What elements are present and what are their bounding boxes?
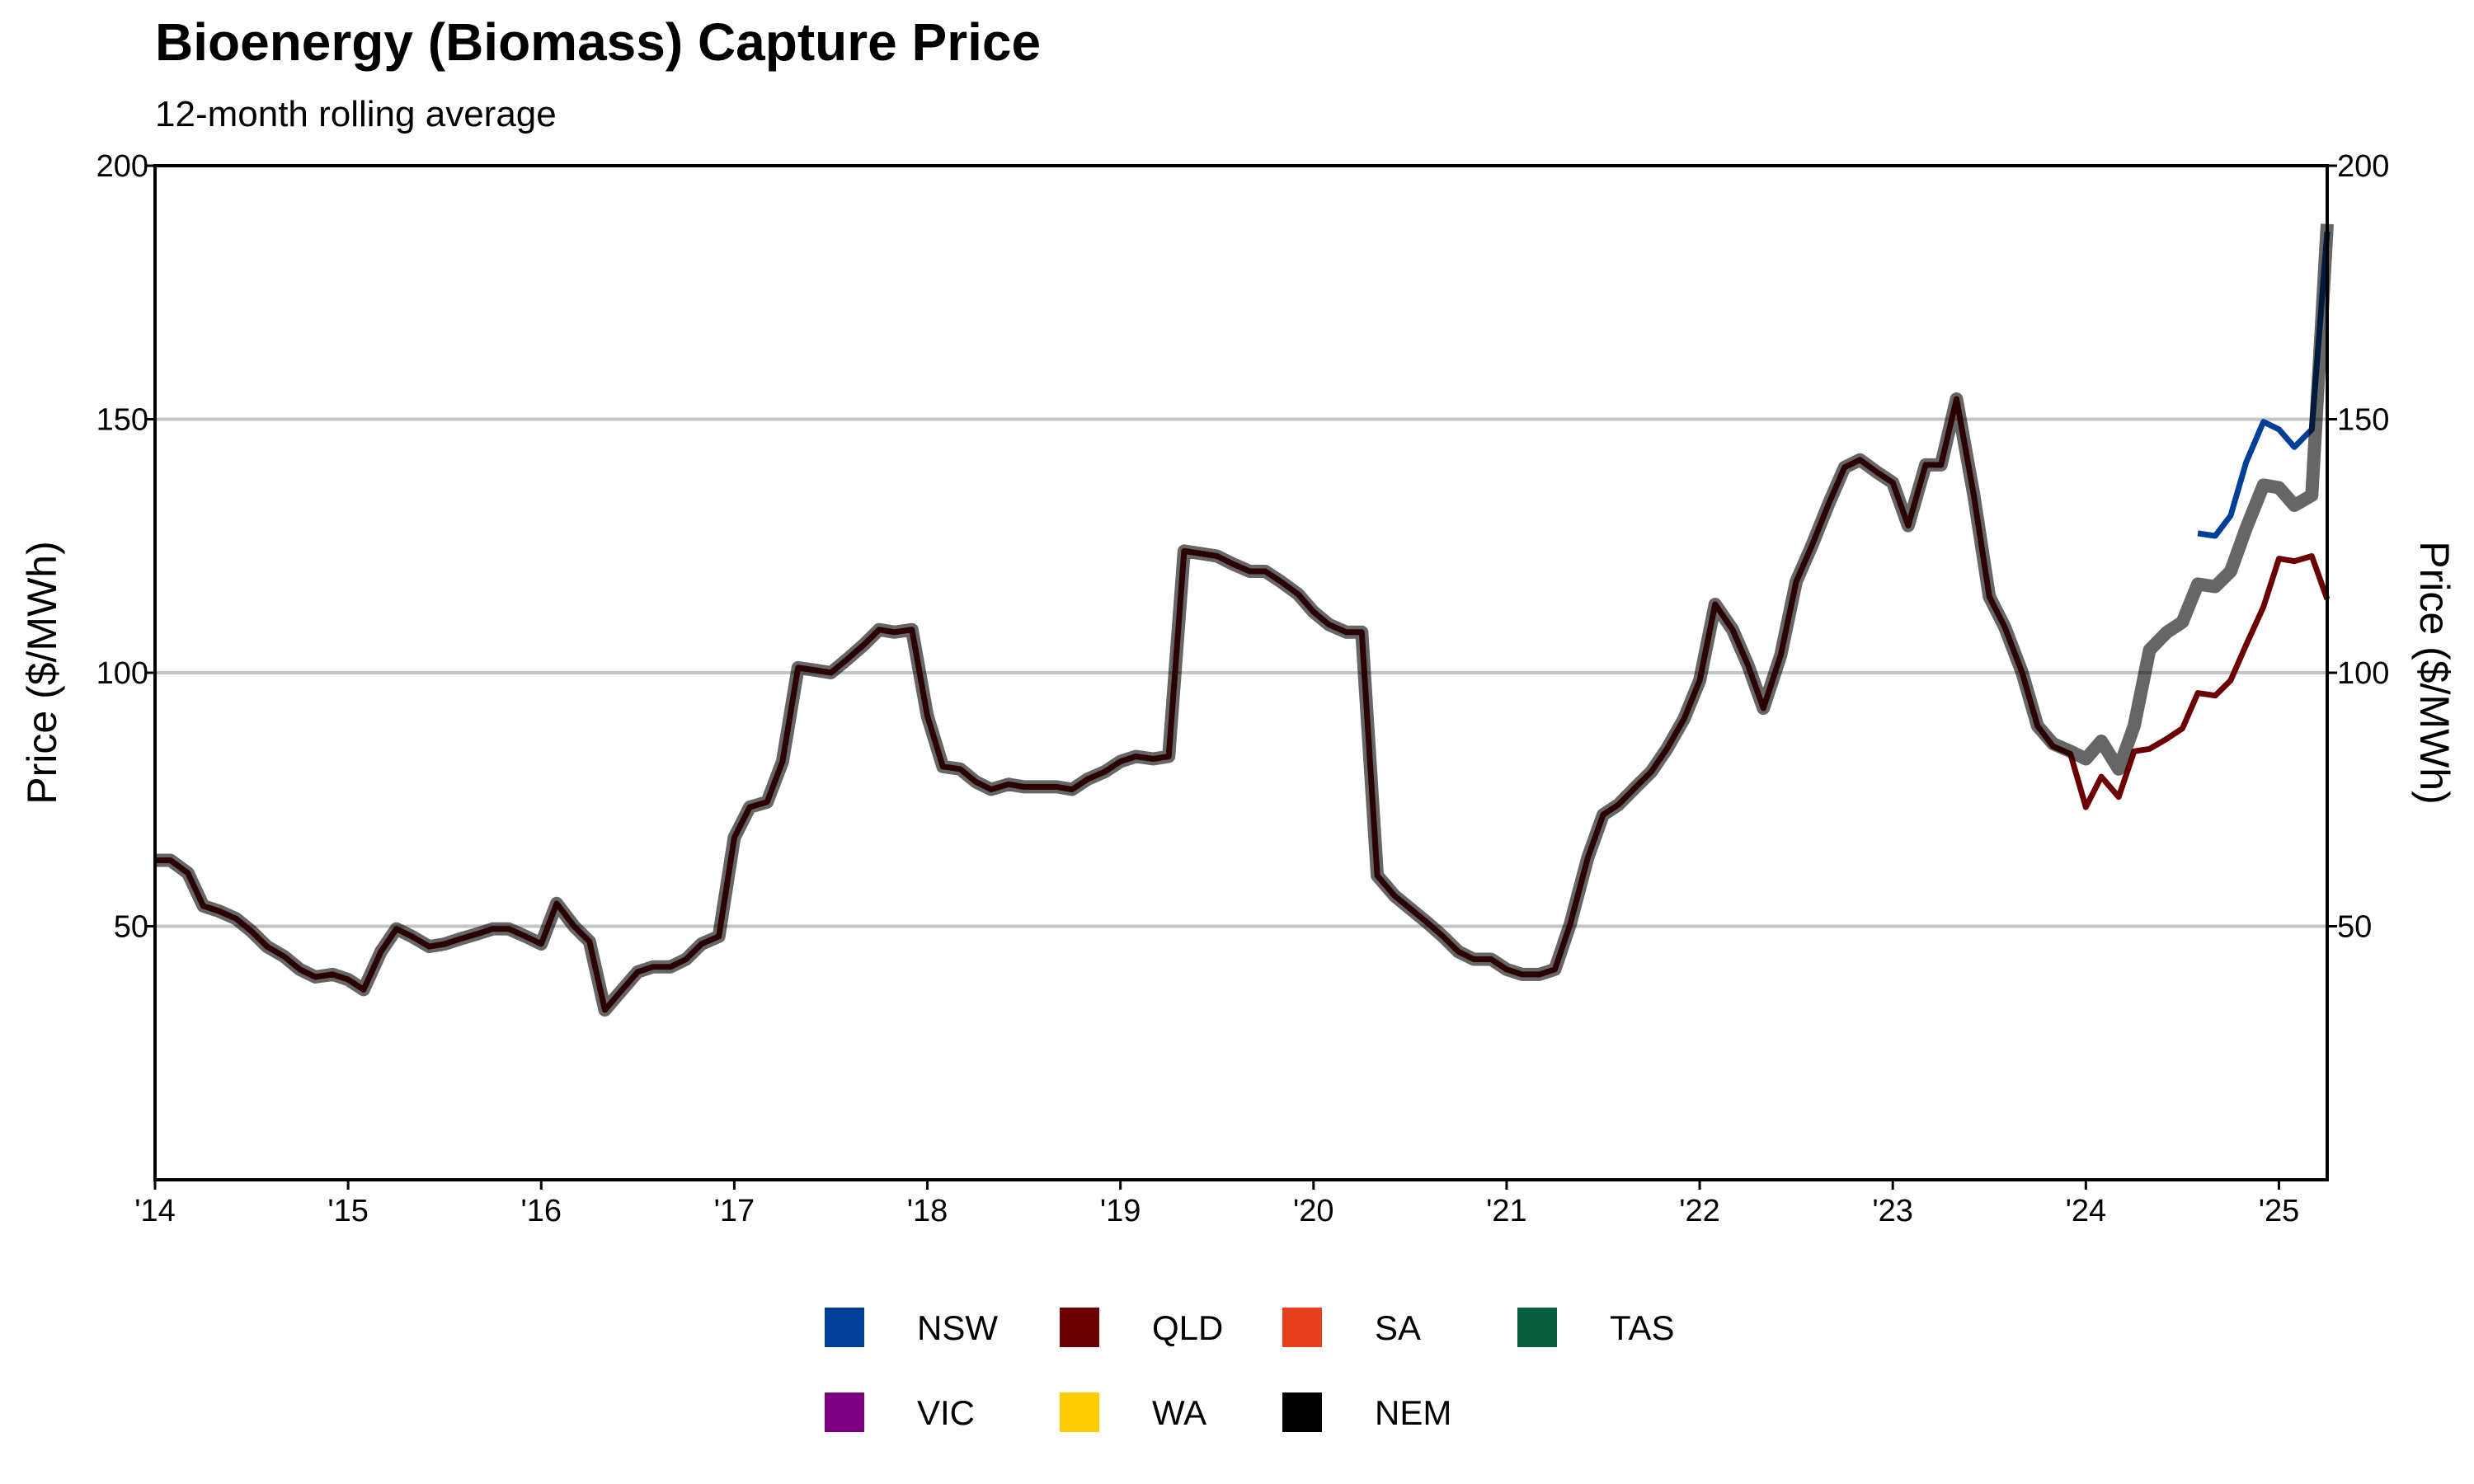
legend: NSW QLD SA TAS VIC WA NEM [825, 1308, 1675, 1432]
series-lines [155, 223, 2334, 1017]
y-tick-label-right: 100 [2337, 656, 2389, 691]
legend-swatch-wa [1060, 1392, 1099, 1432]
legend-swatch-sa [1282, 1308, 1322, 1347]
x-tick-label: '18 [907, 1194, 948, 1228]
y-tick-label-left: 200 [96, 149, 148, 184]
x-tick-label: '16 [521, 1194, 562, 1228]
axes: 50 50 100 100 150 150 200 200 '14 '15 '16 '17 '18 '19… [96, 149, 2390, 1228]
y-tick-label-left: 150 [96, 403, 148, 438]
legend-label-nsw: NSW [917, 1308, 998, 1347]
y-axis-title-left: Price ($/MWh) [19, 541, 65, 804]
legend-label-qld: QLD [1152, 1308, 1223, 1347]
series-line-nem [155, 223, 2334, 1017]
x-tick-label: '23 [1872, 1194, 1913, 1228]
x-tick-label: '25 [2259, 1194, 2300, 1228]
legend-swatch-qld [1060, 1308, 1099, 1347]
legend-swatch-tas [1517, 1308, 1557, 1347]
chart-subtitle: 12-month rolling average [155, 94, 557, 134]
y-tick-label-right: 150 [2337, 403, 2389, 438]
x-tick-label: '15 [327, 1194, 369, 1228]
legend-label-wa: WA [1152, 1393, 1206, 1432]
series-line-nsw [2197, 231, 2331, 539]
y-axis-title-right: Price ($/MWh) [2411, 541, 2458, 804]
legend-swatch-vic [825, 1392, 864, 1432]
legend-label-vic: VIC [917, 1393, 975, 1432]
legend-label-nem: NEM [1375, 1393, 1451, 1432]
series-line-qld [155, 396, 2331, 1013]
y-tick-label-right: 50 [2337, 910, 2372, 945]
x-tick-label: '20 [1293, 1194, 1334, 1228]
x-tick-label: '14 [134, 1194, 176, 1228]
legend-label-tas: TAS [1610, 1308, 1675, 1347]
x-tick-label: '24 [2066, 1194, 2107, 1228]
legend-swatch-nem [1282, 1392, 1322, 1432]
x-tick-label: '17 [714, 1194, 755, 1228]
y-tick-label-left: 50 [114, 910, 148, 945]
x-tick-label: '21 [1486, 1194, 1527, 1228]
y-tick-label-right: 200 [2337, 149, 2389, 184]
x-tick-label: '22 [1679, 1194, 1720, 1228]
legend-label-sa: SA [1375, 1308, 1421, 1347]
legend-swatch-nsw [825, 1308, 864, 1347]
chart-title: Bioenergy (Biomass) Capture Price [155, 12, 1042, 72]
gridlines [155, 164, 2327, 928]
x-tick-label: '19 [1100, 1194, 1141, 1228]
y-tick-label-left: 100 [96, 656, 148, 691]
